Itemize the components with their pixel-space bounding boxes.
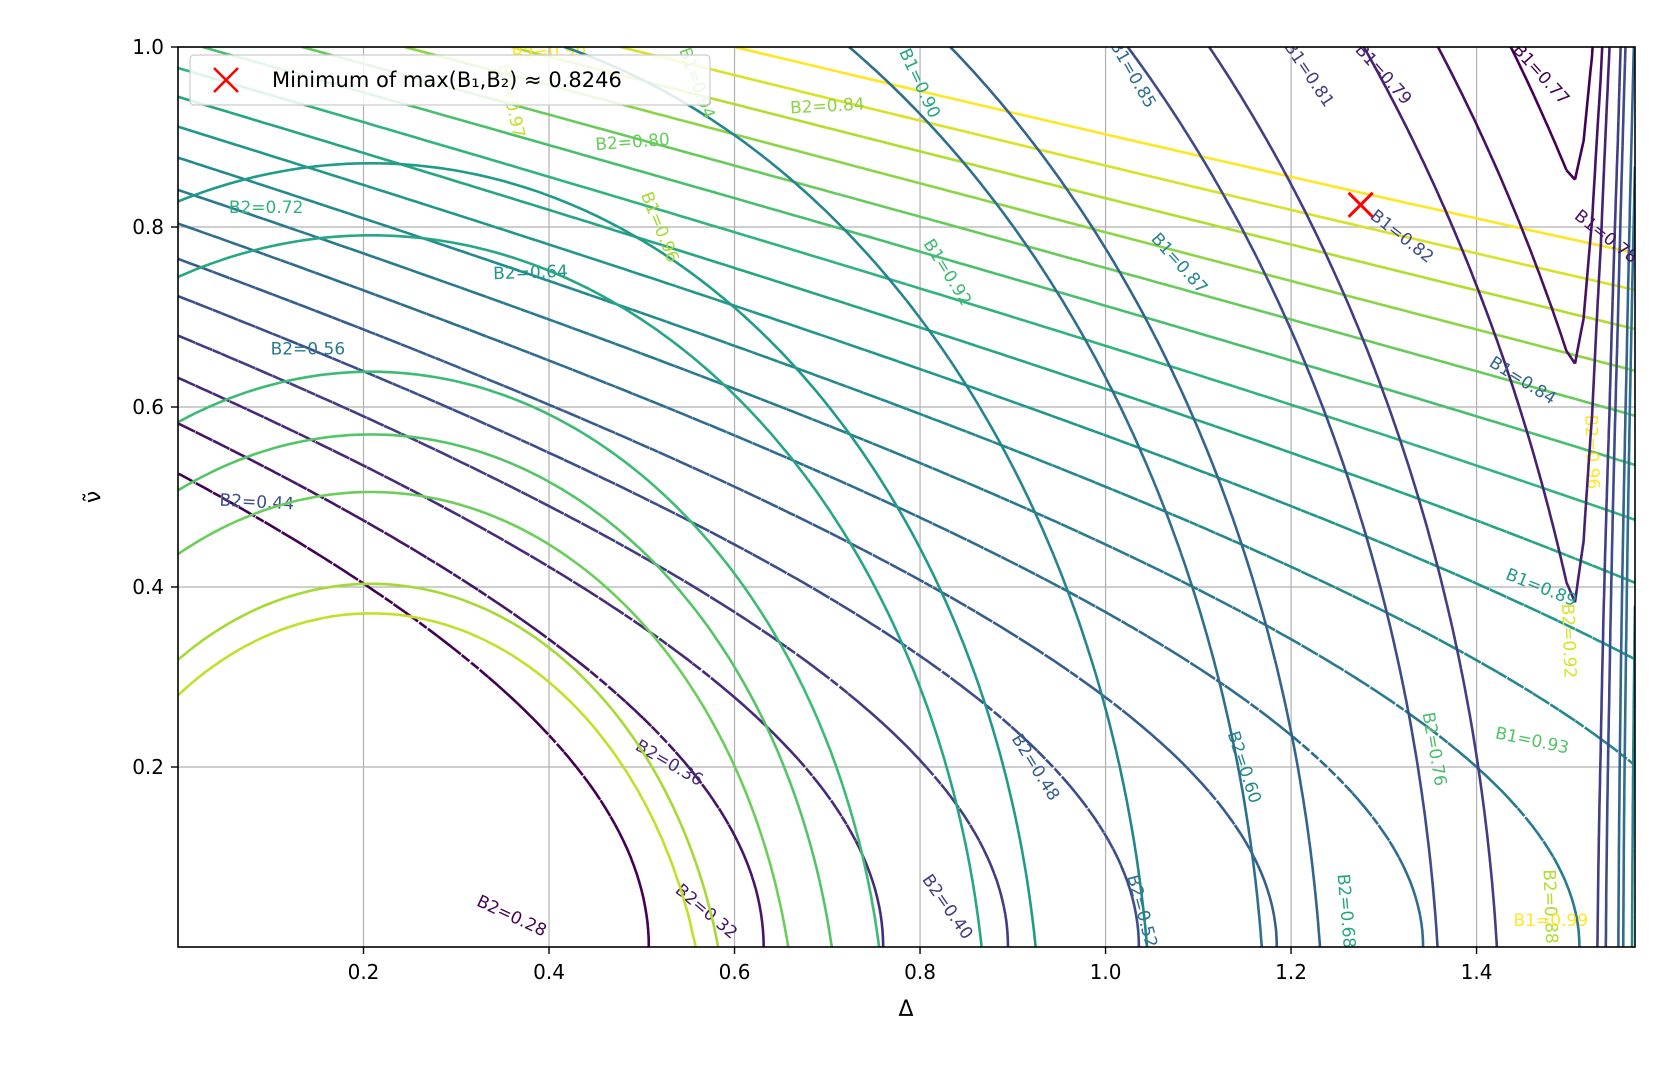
- legend-x-marker-icon: [213, 67, 239, 93]
- series-b2: [178, 47, 1635, 947]
- contour-line-b2: [178, 66, 1635, 522]
- contour-label: B2=0.96: [1580, 414, 1603, 489]
- y-tick-label: 0.4: [132, 575, 164, 599]
- contour-line-b1: [178, 582, 720, 947]
- contour-line-b2: [178, 188, 1581, 947]
- contour-line-b1: [178, 162, 1037, 947]
- x-axis-label: Δ: [898, 997, 913, 1022]
- legend-box: [189, 54, 711, 106]
- x-tick-label: 0.8: [904, 960, 936, 984]
- x-tick-label: 1.2: [1275, 960, 1307, 984]
- contour-line-b1: [178, 612, 697, 947]
- contour-line-b1: [178, 234, 983, 947]
- contour-line-b2: [178, 294, 1141, 947]
- contour-line-b2: [178, 156, 1635, 767]
- contour-line-b1: [178, 433, 834, 947]
- y-tick-label: 0.8: [132, 215, 164, 239]
- contour-label: B2=0.44: [219, 491, 295, 515]
- x-tick-label: 0.4: [533, 960, 565, 984]
- contour-line-b1: [1208, 47, 1622, 947]
- contour-label: B2=0.64: [493, 262, 568, 285]
- y-tick-label: 0.2: [132, 755, 164, 779]
- contour-line-b2: [178, 257, 1279, 947]
- contour-label: B1=0.99: [1513, 911, 1588, 931]
- contour-label: B2=0.92: [1557, 603, 1580, 678]
- contour-line-b2: [178, 334, 1010, 947]
- contour-line-b1: [178, 490, 790, 947]
- series-b1: [178, 47, 1635, 947]
- axis-ticks: 0.2 0.4 0.6 0.8 1.0 1.2 1.4 0.2 0.4 0.6 0.8 1.0: [132, 35, 1492, 984]
- contour-line-b2: [178, 376, 885, 947]
- contour-line-b2: [178, 422, 765, 947]
- contour-line-b2: [178, 222, 1425, 947]
- contour-line-b2: [178, 472, 651, 947]
- minimum-x-marker-icon: [1347, 191, 1374, 218]
- contour-line-b1: [949, 47, 1635, 947]
- plot-frame: [177, 46, 1636, 948]
- y-tick-label: 1.0: [132, 35, 164, 59]
- y-tick-label: 0.6: [132, 395, 164, 419]
- x-tick-label: 0.2: [348, 960, 380, 984]
- legend-label: Minimum of max(B₁,B₂) ≈ 0.8246: [272, 68, 622, 92]
- x-tick-label: 1.4: [1461, 960, 1493, 984]
- contour-line-b1: [1362, 47, 1611, 603]
- contour-line-b2: [734, 47, 1635, 255]
- contour-line-b1: [563, 47, 1635, 947]
- y-axis-label: ν̃: [81, 491, 106, 503]
- contour-line-b1: [1436, 47, 1604, 365]
- contour-line-b1: [848, 47, 1635, 947]
- contour-line-b1: [1509, 47, 1594, 181]
- contour-label: B2=0.72: [229, 198, 304, 218]
- x-tick-label: 0.6: [719, 960, 751, 984]
- contour-line-b1: [1126, 47, 1627, 947]
- contour-line-b1: [178, 370, 881, 947]
- x-tick-label: 1.0: [1090, 960, 1122, 984]
- contour-label: B2=0.84: [790, 95, 866, 119]
- contour-line-b2: [178, 125, 1635, 661]
- contour-label: B2=0.56: [271, 340, 346, 360]
- legend: Minimum of max(B₁,B₂) ≈ 0.8246: [189, 54, 711, 106]
- contour-label: B2=0.88: [1538, 869, 1561, 944]
